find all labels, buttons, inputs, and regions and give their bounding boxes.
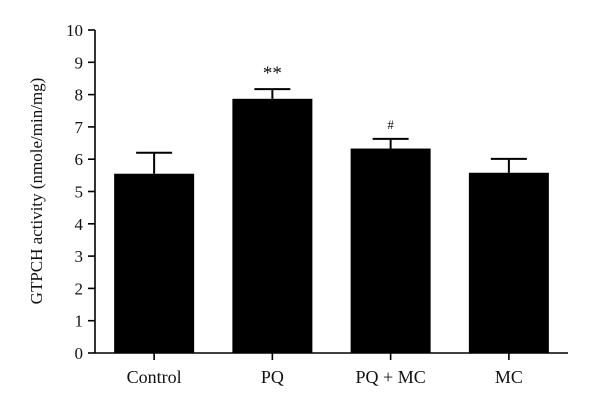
y-axis-label: GTPCH activity (nmole/min/mg) — [27, 78, 46, 305]
y-tick-label: 2 — [75, 279, 84, 298]
y-tick-label: 1 — [75, 312, 84, 331]
x-tick-label: PQ + MC — [356, 367, 426, 387]
bar-mc — [468, 172, 549, 353]
significance-marker: # — [387, 117, 394, 132]
y-axis: 0 1 2 3 4 5 6 7 8 9 10 — [66, 21, 96, 363]
bar-pq-mc — [350, 148, 431, 353]
x-axis: Control PQ PQ + MC MC — [95, 352, 568, 387]
y-tick-label: 4 — [75, 215, 84, 234]
y-tick-label: 5 — [75, 183, 84, 202]
x-tick-label: PQ — [261, 367, 284, 387]
significance-annotations: ** # — [263, 63, 395, 132]
y-tick-label: 6 — [75, 150, 84, 169]
y-tick-label: 9 — [75, 53, 84, 72]
y-tick-label: 3 — [75, 247, 84, 266]
x-tick-label: Control — [127, 367, 182, 387]
y-tick-label: 7 — [75, 118, 84, 137]
error-bars — [136, 88, 527, 174]
x-tick-label: MC — [495, 367, 523, 387]
bar-control — [114, 173, 195, 353]
significance-marker: ** — [263, 63, 282, 84]
y-tick-label: 10 — [66, 21, 83, 40]
bars — [114, 98, 549, 353]
y-tick-label: 0 — [75, 344, 84, 363]
y-tick-label: 8 — [75, 86, 84, 105]
bar-pq — [232, 98, 313, 353]
